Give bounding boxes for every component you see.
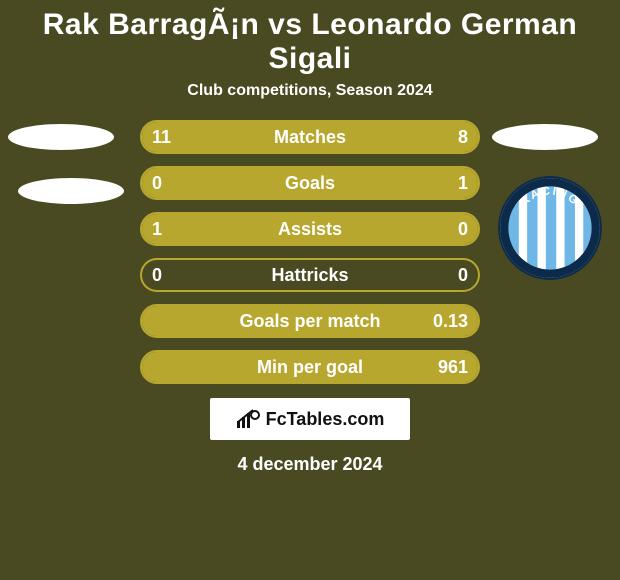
stat-row: Goals per match0.13 [0,304,620,350]
stat-value-right: 961 [438,350,468,384]
stat-label: Matches [140,120,480,154]
stat-row: Matches11 8 [0,120,620,166]
stat-value-right: 0 [458,258,468,292]
stat-value-right: 8 [458,120,468,154]
stat-label: Assists [140,212,480,246]
stat-value-right: 0 [458,212,468,246]
stat-value-left: 0 [152,258,162,292]
fctables-logo-icon [236,409,260,429]
stat-value-right: 0.13 [433,304,468,338]
stat-row: Assists1 0 [0,212,620,258]
stat-value-left: 1 [152,212,162,246]
stat-label: Goals [140,166,480,200]
stat-value-left: 0 [152,166,162,200]
stat-label: Hattricks [140,258,480,292]
subtitle: Club competitions, Season 2024 [0,82,620,100]
stat-label: Min per goal [140,350,480,384]
stat-rows: Matches118Goals01Assists10Hattricks00Goa… [0,120,620,396]
stat-label: Goals per match [140,304,480,338]
stat-row: Hattricks0 0 [0,258,620,304]
footer-brand-box: FcTables.com [210,398,410,440]
comparison-card: Rak BarragÃ¡n vs Leonardo German Sigali … [0,0,620,580]
stat-value-right: 1 [458,166,468,200]
page-title: Rak BarragÃ¡n vs Leonardo German Sigali [0,0,620,76]
stat-row: Goals0 1 [0,166,620,212]
footer-brand-text: FcTables.com [266,409,385,430]
stat-value-left: 11 [152,120,171,154]
footer-date: 4 december 2024 [0,454,620,475]
stat-row: Min per goal961 [0,350,620,396]
